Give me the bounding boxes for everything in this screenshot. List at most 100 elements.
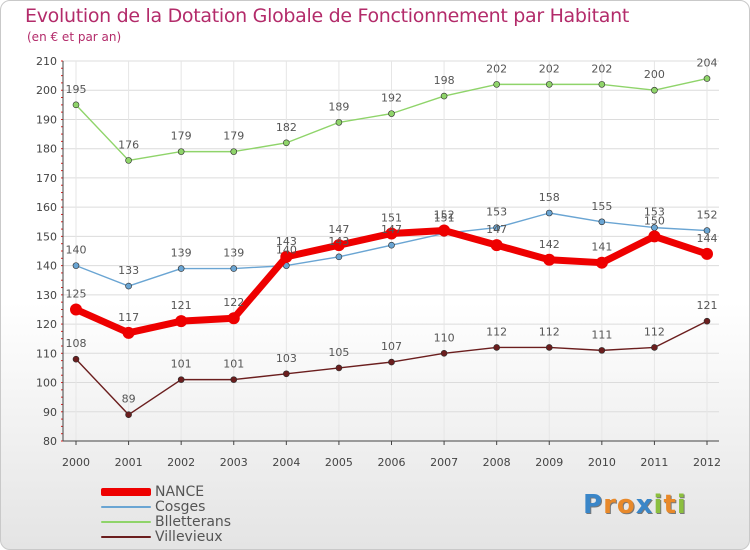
data-point-blletterans: [125, 157, 132, 164]
data-point-nance: [385, 227, 398, 240]
data-point-villevieux: [598, 347, 606, 354]
chart-subtitle: (en € et par an): [27, 30, 122, 44]
data-label-nance: 122: [223, 296, 244, 309]
data-label-blletterans: 202: [486, 62, 507, 75]
data-label-blletterans: 192: [381, 92, 402, 105]
data-label-blletterans: 176: [118, 138, 139, 151]
data-point-nance: [70, 303, 82, 316]
data-label-blletterans: 204: [697, 57, 718, 70]
x-tick-label: 2003: [220, 456, 248, 469]
series-lines: [70, 75, 713, 418]
data-label-nance: 152: [434, 209, 455, 222]
legend-swatch-villevieux: [101, 536, 151, 538]
data-label-blletterans: 179: [171, 130, 192, 143]
data-point-blletterans: [493, 81, 500, 88]
data-point-villevieux: [651, 344, 658, 351]
data-point-nance: [122, 326, 135, 339]
data-label-villevieux: 89: [122, 393, 136, 406]
x-tick-label: 2010: [588, 456, 616, 469]
data-label-blletterans: 182: [276, 121, 297, 134]
data-point-cosges: [230, 265, 238, 272]
data-label-nance: 125: [66, 287, 87, 300]
legend-item-villevieux: Villevieux: [101, 529, 301, 545]
data-label-cosges: 139: [171, 247, 192, 260]
data-label-nance: 147: [328, 223, 349, 236]
y-tick-label: 160: [36, 201, 57, 214]
data-label-villevieux: 112: [644, 325, 665, 338]
legend-item-cosges: Cosges: [101, 499, 301, 515]
grid: [63, 60, 719, 441]
data-point-nance: [332, 239, 345, 252]
data-label-nance: 121: [171, 299, 192, 312]
data-point-cosges: [177, 265, 185, 272]
data-label-nance: 150: [644, 214, 665, 227]
data-label-blletterans: 202: [591, 62, 612, 75]
y-tick-label: 200: [36, 84, 57, 97]
x-tick-label: 2012: [693, 456, 721, 469]
data-point-blletterans: [545, 81, 553, 88]
legend-label-nance: NANCE: [155, 484, 205, 500]
data-point-blletterans: [230, 148, 238, 155]
data-label-cosges: 153: [486, 206, 507, 219]
data-label-blletterans: 198: [434, 74, 455, 87]
data-point-villevieux: [703, 317, 711, 325]
x-tick-label: 2006: [378, 456, 406, 469]
data-label-blletterans: 189: [328, 100, 349, 113]
y-tick-label: 190: [36, 113, 57, 126]
data-label-villevieux: 110: [434, 331, 455, 344]
data-point-villevieux: [72, 355, 80, 363]
data-point-blletterans: [388, 110, 395, 117]
data-label-villevieux: 121: [697, 299, 718, 312]
data-label-nance: 117: [118, 311, 139, 324]
data-point-villevieux: [230, 376, 238, 383]
data-label-villevieux: 107: [381, 340, 402, 353]
data-label-villevieux: 111: [591, 328, 612, 341]
data-label-cosges: 140: [66, 244, 87, 257]
y-tick-label: 90: [43, 406, 57, 419]
y-tick-label: 130: [36, 289, 57, 302]
data-label-nance: 147: [486, 223, 507, 236]
x-tick-label: 2000: [62, 456, 90, 469]
data-point-nance: [438, 224, 451, 237]
data-label-cosges: 147: [381, 223, 402, 236]
data-label-blletterans: 202: [539, 62, 560, 75]
data-point-cosges: [72, 262, 80, 269]
data-labels: 195 176 179 179 182 189 192 198 202 202 202 200 204 1…: [66, 57, 718, 406]
legend: NANCE Cosges Blletterans Villevieux: [101, 484, 301, 545]
data-label-villevieux: 103: [276, 352, 297, 365]
data-label-cosges: 133: [118, 264, 139, 277]
data-label-villevieux: 101: [223, 358, 244, 371]
legend-label-cosges: Cosges: [155, 499, 206, 515]
data-point-cosges: [598, 218, 606, 226]
data-label-nance: 144: [697, 232, 718, 245]
y-tick-label: 170: [36, 172, 57, 185]
line-chart: 8090100110120130140150160170180190200210…: [36, 55, 721, 469]
x-tick-label: 2004: [272, 456, 300, 469]
data-point-villevieux: [125, 411, 132, 418]
data-label-cosges: 153: [644, 206, 665, 219]
legend-item-blletterans: Blletterans: [101, 514, 301, 530]
data-point-nance: [648, 230, 661, 243]
legend-swatch-blletterans: [101, 521, 151, 523]
data-label-villevieux: 105: [328, 346, 349, 359]
data-label-nance: 151: [381, 211, 402, 224]
proxiti-logo: Proxiti: [583, 490, 687, 520]
data-point-villevieux: [335, 364, 343, 372]
x-tick-label: 2007: [430, 456, 458, 469]
data-point-cosges: [388, 241, 395, 249]
legend-label-blletterans: Blletterans: [155, 514, 232, 530]
data-point-villevieux: [545, 344, 553, 351]
y-tick-label: 180: [36, 143, 57, 156]
data-label-villevieux: 112: [486, 325, 507, 338]
data-label-nance: 143: [276, 235, 297, 248]
y-tick-label: 110: [36, 347, 57, 360]
data-label-blletterans: 200: [644, 68, 665, 81]
legend-swatch-nance: [101, 488, 151, 496]
data-point-nance: [701, 247, 713, 260]
chart-title: Evolution de la Dotation Globale de Fonc…: [25, 5, 630, 27]
data-label-blletterans: 195: [66, 83, 87, 96]
x-tick-label: 2005: [325, 456, 353, 469]
legend-item-nance: NANCE: [101, 484, 301, 500]
data-point-cosges: [125, 282, 132, 290]
x-tick-label: 2009: [535, 456, 563, 469]
